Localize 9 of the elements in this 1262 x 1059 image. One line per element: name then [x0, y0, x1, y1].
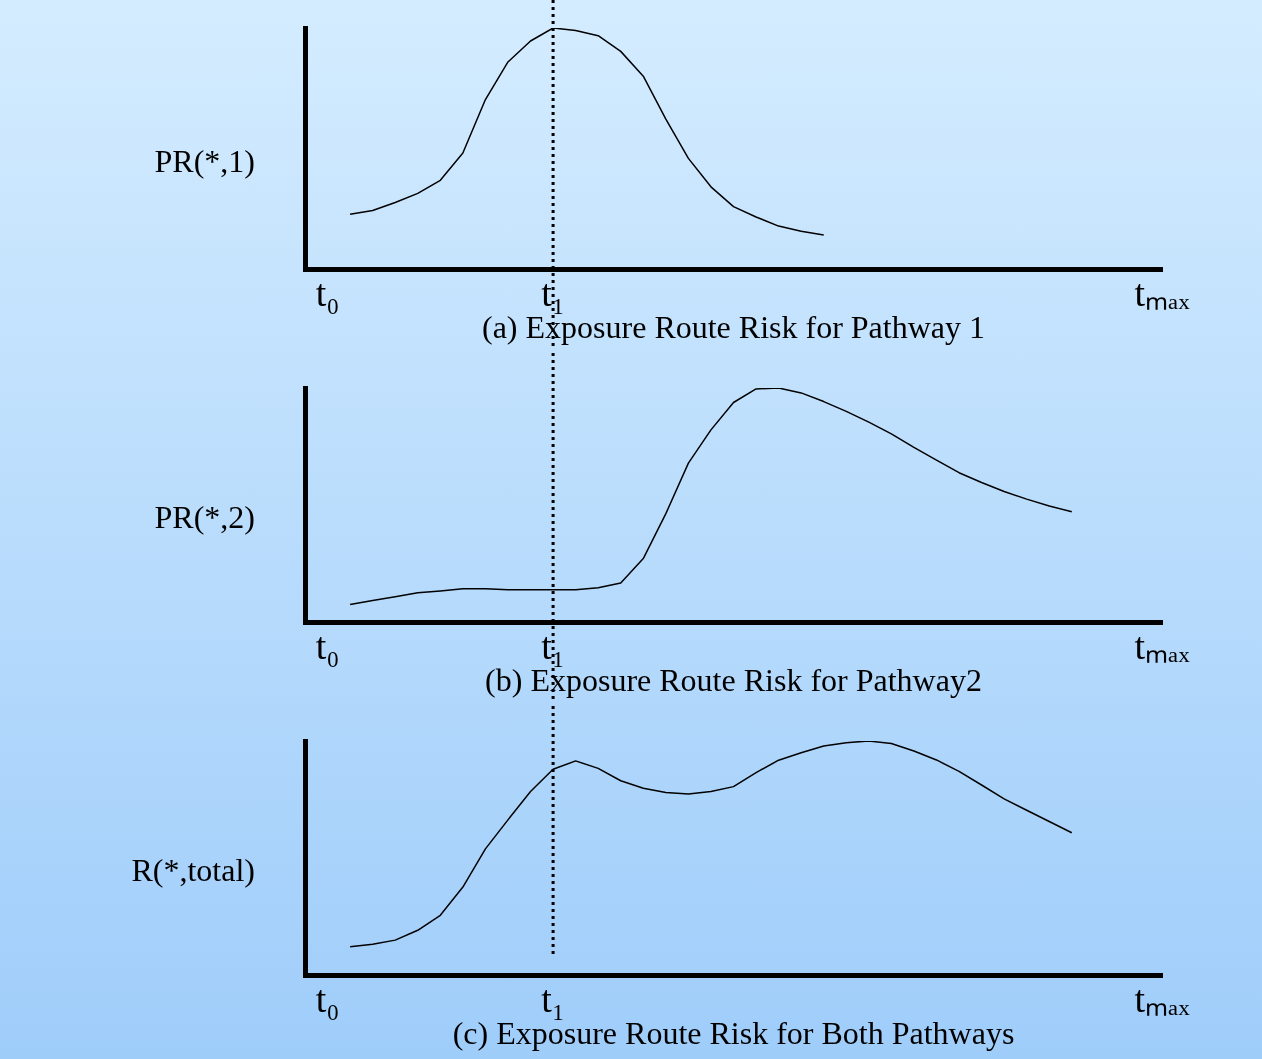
- y-axis-title: R(*,total): [131, 852, 255, 889]
- x-tick-label: tₘₐₓ: [1134, 624, 1190, 667]
- y-axis-title: PR(*,1): [154, 142, 255, 179]
- x-tick-label: t₀: [315, 271, 340, 314]
- x-tick-label: tₘₐₓ: [1134, 977, 1190, 1020]
- x-tick-label: tₘₐₓ: [1134, 271, 1190, 314]
- x-tick-label: t₀: [315, 977, 340, 1020]
- y-axis-title: PR(*,2): [154, 499, 255, 536]
- x-tick-label: t₀: [315, 624, 340, 667]
